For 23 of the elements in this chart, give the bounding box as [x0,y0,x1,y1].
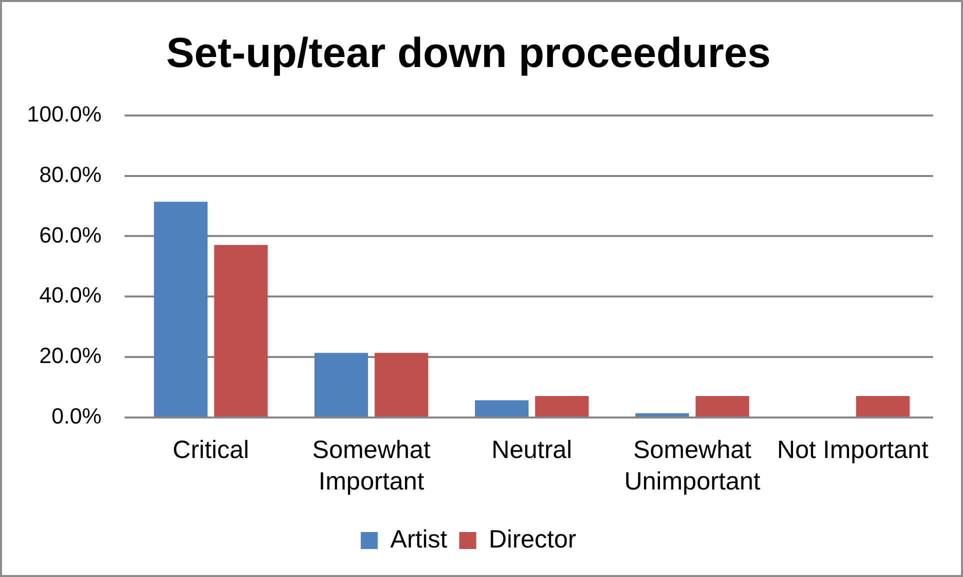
bar [214,245,268,416]
y-tick-label: 40.0% [39,282,102,308]
y-tick-label: 80.0% [39,162,102,187]
y-tick-label: 0.0% [51,404,102,429]
y-tick-label: 20.0% [39,343,102,368]
legend-label: Artist [390,525,448,554]
bar [314,352,368,416]
bar [374,352,428,416]
y-tick-label: 100.0% [26,101,102,126]
x-tick-label: Critical [172,436,250,464]
bar [154,202,208,416]
x-tick-label: Not Important [777,436,929,464]
x-tick-label: Somewhat Important [312,436,430,496]
legend-label: Director [488,525,576,554]
bar [635,413,689,416]
x-tick-label: Neutral [492,436,572,464]
bar [535,396,589,416]
bar [474,400,528,416]
y-tick-label: 60.0% [39,222,102,248]
x-tick-label: Somewhat Unimportant [624,436,760,496]
bar [856,396,910,416]
chart-title: Set-up/tear down proceedures [166,28,771,76]
bar [696,396,750,416]
